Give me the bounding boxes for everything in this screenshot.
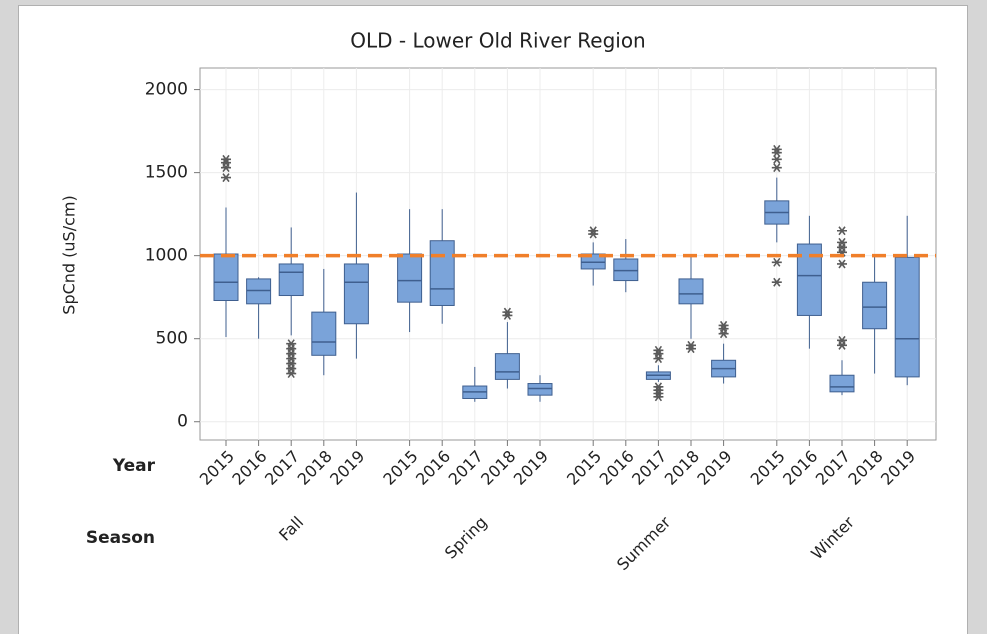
box — [343, 263, 369, 325]
x-tick-label: 2019 — [326, 447, 368, 489]
x-tick-label: 2016 — [596, 447, 638, 489]
outlier — [221, 154, 231, 164]
y-tick-label: 1000 — [145, 246, 188, 266]
x-tick-label: 2019 — [877, 447, 919, 489]
box — [429, 240, 455, 306]
x-tick-label: 2016 — [779, 447, 821, 489]
box — [397, 253, 423, 303]
x-tick-label: 2018 — [477, 447, 519, 489]
outlier — [771, 144, 782, 154]
box — [213, 253, 239, 301]
group-label: Fall — [275, 513, 307, 545]
outlier — [837, 237, 847, 247]
box — [278, 263, 304, 297]
x-tick-label: 2016 — [228, 447, 270, 489]
x-tick-label: 2017 — [812, 447, 854, 489]
x-tick-label: 2018 — [294, 447, 336, 489]
row-label: Year — [112, 456, 156, 476]
outlier — [286, 339, 297, 349]
x-tick-label: 2016 — [412, 447, 454, 489]
x-tick-label: 2015 — [563, 447, 605, 489]
y-axis-label: SpCnd (uS/cm) — [60, 195, 79, 314]
x-tick-label: 2017 — [261, 447, 303, 489]
outlier — [588, 226, 599, 236]
x-tick-label: 2019 — [693, 447, 735, 489]
x-tick-label: 2017 — [445, 447, 487, 489]
box — [246, 278, 272, 305]
x-tick-label: 2019 — [510, 447, 552, 489]
x-tick-label: 2018 — [661, 447, 703, 489]
box — [894, 256, 920, 378]
x-tick-label: 2017 — [628, 447, 670, 489]
box — [862, 281, 888, 330]
outlier — [653, 382, 664, 392]
x-tick-label: 2015 — [379, 447, 421, 489]
group-label: Summer — [613, 512, 675, 574]
outlier — [837, 226, 847, 236]
y-tick-label: 500 — [156, 329, 188, 349]
box — [678, 278, 704, 305]
box — [494, 353, 520, 380]
outlier — [686, 340, 696, 350]
box — [580, 253, 606, 270]
y-tick-label: 2000 — [145, 80, 188, 100]
outlier — [718, 320, 729, 330]
outlier — [502, 307, 513, 317]
y-tick-label: 0 — [177, 412, 188, 432]
outlier — [837, 335, 847, 345]
x-tick-label: 2015 — [747, 447, 789, 489]
outlier — [771, 277, 782, 287]
group-label: Spring — [441, 513, 491, 563]
box — [613, 258, 639, 282]
group-label: Winter — [807, 512, 858, 563]
outlier — [837, 259, 847, 269]
y-tick-label: 1500 — [145, 163, 188, 183]
outlier — [771, 163, 782, 173]
box — [829, 374, 855, 393]
outlier — [771, 257, 782, 267]
x-tick-label: 2018 — [844, 447, 886, 489]
box — [311, 311, 337, 356]
row-label: Season — [86, 528, 155, 548]
outlier — [221, 173, 231, 183]
box — [527, 383, 553, 396]
chart-title: OLD - Lower Old River Region — [350, 29, 645, 53]
outlier — [653, 345, 664, 355]
x-tick-label: 2015 — [196, 447, 238, 489]
